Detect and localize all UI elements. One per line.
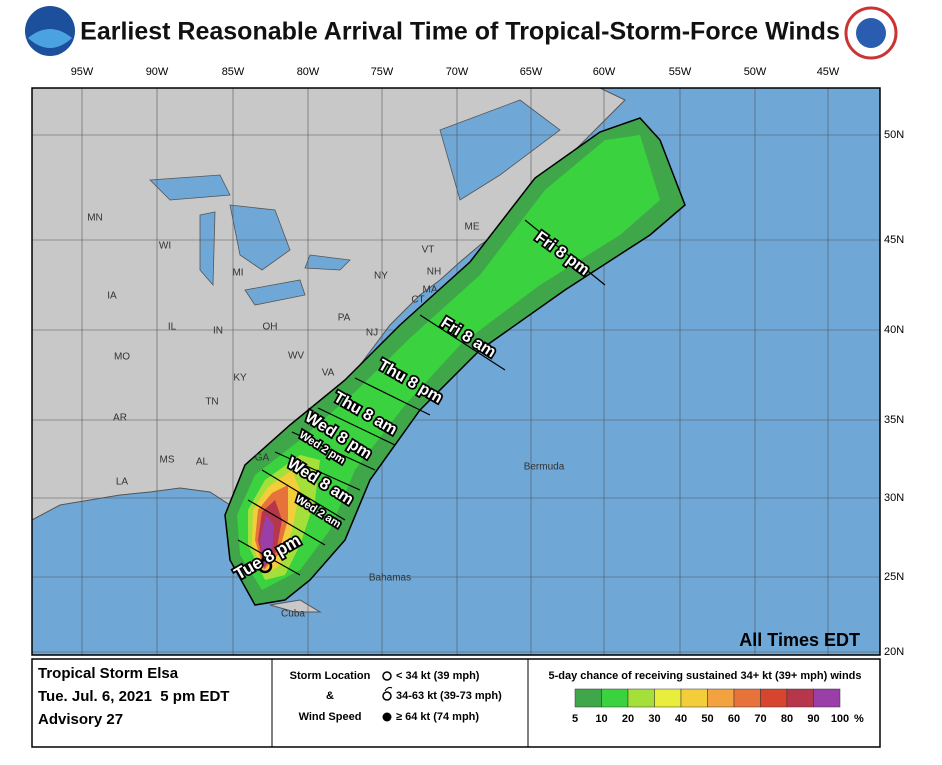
state-label: MI xyxy=(232,268,243,279)
scale-label: 70 xyxy=(754,713,766,725)
scale-box xyxy=(733,688,761,708)
state-label: NJ xyxy=(366,328,378,339)
longitude-label: 45W xyxy=(817,66,840,78)
state-label: WV xyxy=(288,351,304,362)
key-item: ≥ 64 kt (74 mph) xyxy=(396,711,479,723)
advisory: Advisory 27 xyxy=(38,711,123,728)
latitude-label: 20N xyxy=(884,646,904,658)
latitude-label: 50N xyxy=(884,129,904,141)
scale-label: 20 xyxy=(622,713,634,725)
scale-box xyxy=(601,688,629,708)
key-symbol-storm xyxy=(382,691,392,701)
nws-logo-center xyxy=(856,18,886,48)
longitude-label: 60W xyxy=(593,66,616,78)
scale-label: 80 xyxy=(781,713,793,725)
place-label: Cuba xyxy=(281,609,305,620)
longitude-label: 70W xyxy=(446,66,469,78)
scale-box xyxy=(760,688,788,708)
key-item: < 34 kt (39 mph) xyxy=(396,670,480,682)
scale-label: 5 xyxy=(572,713,578,725)
latitude-label: 45N xyxy=(884,234,904,246)
key-title: Storm Location xyxy=(290,670,371,682)
key-item: 34-63 kt (39-73 mph) xyxy=(396,690,502,702)
scale-unit: % xyxy=(854,713,864,725)
key-symbol-storm-arm xyxy=(384,686,393,692)
longitude-label: 90W xyxy=(146,66,169,78)
longitude-label: 50W xyxy=(744,66,767,78)
longitude-label: 95W xyxy=(71,66,94,78)
scale-box xyxy=(707,688,735,708)
state-label: PA xyxy=(338,313,351,324)
scale-title: 5-day chance of receiving sustained 34+ … xyxy=(549,670,862,682)
state-label: AL xyxy=(196,457,209,468)
latitude-label: 40N xyxy=(884,324,904,336)
scale-box xyxy=(627,688,655,708)
footer-items: Storm Location & Wind Speed < 34 kt (39 mph… xyxy=(290,670,864,725)
key-symbol-weak xyxy=(382,671,392,681)
storm-symbol xyxy=(257,551,273,574)
key-symbol-hurricane xyxy=(382,712,392,722)
longitude-label: 75W xyxy=(371,66,394,78)
scale-label: 10 xyxy=(595,713,607,725)
cuba xyxy=(269,599,322,613)
map-frame xyxy=(31,87,881,656)
longitude-label: 80W xyxy=(297,66,320,78)
state-label: IN xyxy=(213,326,223,337)
state-label: MA xyxy=(423,285,438,296)
key-title: Wind Speed xyxy=(299,711,362,723)
state-label: GA xyxy=(255,453,270,464)
longitude-label: 55W xyxy=(669,66,692,78)
state-label: MN xyxy=(87,213,103,224)
key-title: & xyxy=(326,690,334,702)
graticule xyxy=(32,88,880,655)
longitude-label: 85W xyxy=(222,66,245,78)
scale-label: 40 xyxy=(675,713,687,725)
arrival-isochrones xyxy=(237,219,606,576)
state-label: OH xyxy=(263,322,278,333)
scale-label: 30 xyxy=(648,713,660,725)
state-label: MS xyxy=(160,455,175,466)
latitude-label: 35N xyxy=(884,414,904,426)
scale-box xyxy=(786,688,814,708)
title: Earliest Reasonable Arrival Time of Trop… xyxy=(80,18,840,46)
state-label: KY xyxy=(233,373,247,384)
state-label: LA xyxy=(116,477,129,488)
noaa-logo-wave xyxy=(28,29,72,48)
scale-label: 90 xyxy=(807,713,819,725)
state-label: AR xyxy=(113,413,127,424)
time-note: All Times EDT xyxy=(739,630,860,650)
scale-box xyxy=(813,688,841,708)
scale-label: 60 xyxy=(728,713,740,725)
swath-10 xyxy=(237,135,660,590)
storm-arm xyxy=(261,551,273,561)
state-label: VT xyxy=(422,245,435,256)
scale-label: 100 xyxy=(831,713,849,725)
scale-label: 50 xyxy=(701,713,713,725)
state-label: NH xyxy=(427,267,441,278)
storm-center xyxy=(257,558,273,574)
longitude-label: 65W xyxy=(520,66,543,78)
latitude-label: 25N xyxy=(884,571,904,583)
state-label: ME xyxy=(465,222,480,233)
great-lakes xyxy=(149,99,561,306)
state-label: VA xyxy=(322,368,335,379)
state-label: IA xyxy=(107,291,117,302)
issued: Tue. Jul. 6, 2021 5 pm EDT xyxy=(38,688,229,705)
state-label: IL xyxy=(168,322,177,333)
state-label: WI xyxy=(159,241,171,252)
state-label: NY xyxy=(374,271,388,282)
state-label: MO xyxy=(114,352,130,363)
scale-box xyxy=(680,688,708,708)
storm-name: Tropical Storm Elsa xyxy=(38,665,179,682)
scale-box xyxy=(574,688,602,708)
place-label: Bahamas xyxy=(369,573,411,584)
state-label: TN xyxy=(205,397,218,408)
scale-box xyxy=(654,688,682,708)
place-label: Bermuda xyxy=(524,462,565,473)
latitude-label: 30N xyxy=(884,492,904,504)
state-label: CT xyxy=(411,295,424,306)
